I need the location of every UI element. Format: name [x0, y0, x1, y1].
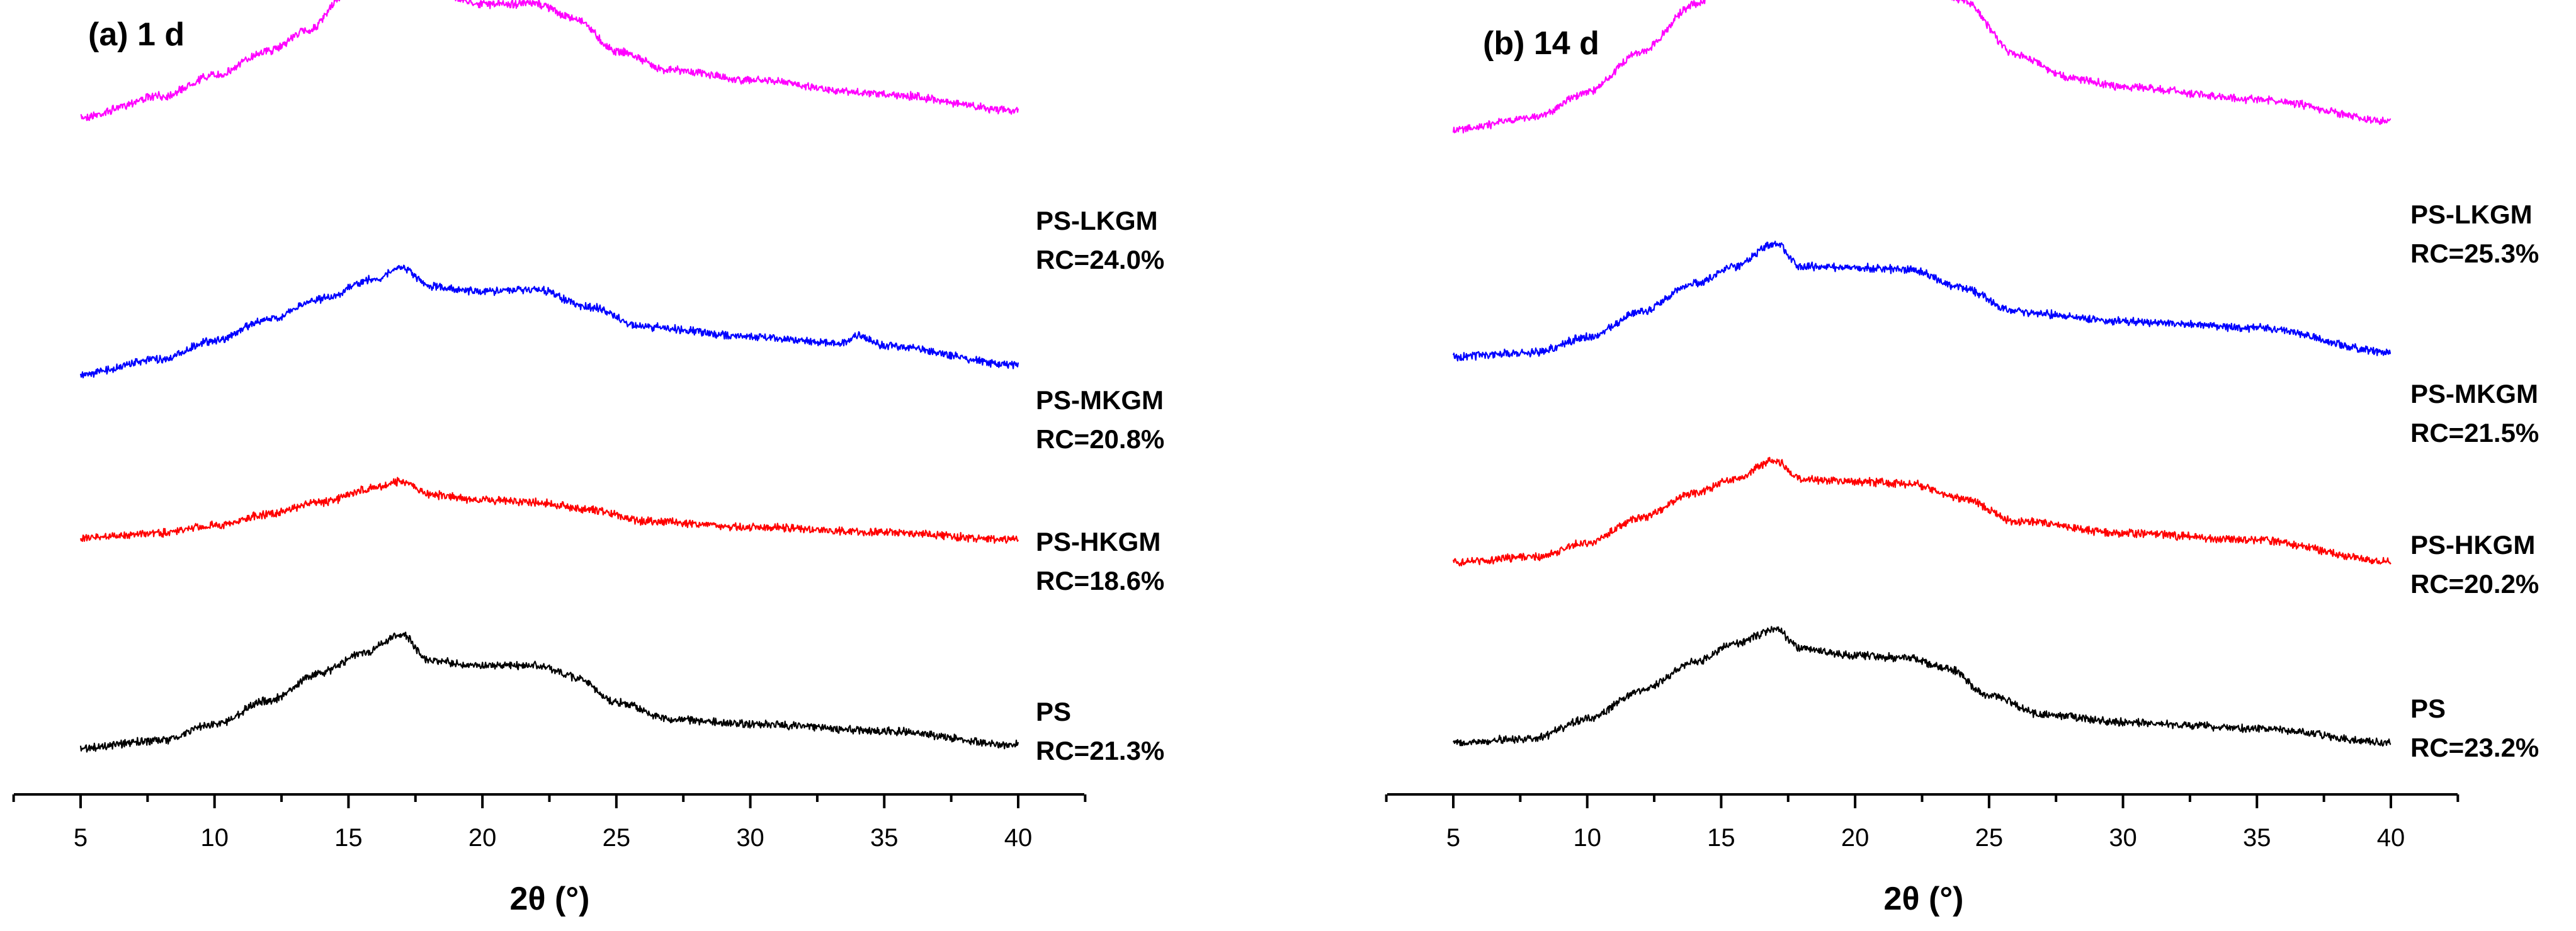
panel-a: (a) 1 d 5 10 15 20 25 30 35 40 PS-LKGMRC=24.0%P… — [12, 0, 1164, 917]
x-tick-label: 15 — [1707, 824, 1735, 852]
panel-a-ticks: 5 10 15 20 25 30 35 40 — [12, 794, 1087, 852]
panel-b-series-labels: PS-LKGM RC=25.3% PS-MKGM RC=21.5% PS-HKGM RC=… — [2410, 200, 2539, 762]
series-name-label: PS-HKGM — [2410, 530, 2535, 560]
series-curve-ps — [1453, 626, 2392, 747]
series-curve-ps-hkgm — [1452, 456, 2392, 567]
panel-b-title: (b) 14 d — [1483, 25, 1599, 62]
x-tick-label: 40 — [2377, 824, 2405, 852]
panel-a-series-labels: PS-LKGM RC=24.0% PS-MKGM RC=20.8% PS-HKGM RC=… — [1036, 206, 1164, 765]
x-tick-label: 25 — [603, 824, 631, 852]
series-rc-label: RC=24.0% — [1036, 245, 1164, 274]
x-tick-label: 10 — [200, 824, 229, 852]
series-name-label: PS-MKGM — [2410, 379, 2538, 409]
x-tick-label: 20 — [1841, 824, 1870, 852]
x-tick-label: 5 — [74, 824, 88, 852]
series-name-label: PS — [1036, 697, 1071, 726]
series-curve-ps-lkgm — [80, 0, 1019, 121]
x-tick-label: 10 — [1573, 824, 1601, 852]
panel-b: (b) 14 d 5 10 15 20 25 30 35 40 PS-LKGM RC=25.3%… — [1385, 0, 2539, 917]
series-name-label: PS-MKGM — [1036, 385, 1164, 415]
series-curve-ps-lkgm — [1452, 0, 2392, 134]
x-tick-label: 5 — [1446, 824, 1460, 852]
panel-b-x-axis-title: 2θ (°) — [1884, 881, 1964, 917]
x-tick-label: 25 — [1975, 824, 2004, 852]
panel-a-curves — [79, 0, 1019, 753]
x-tick-label: 40 — [1004, 824, 1033, 852]
panel-a-x-axis-title: 2θ (°) — [510, 881, 590, 917]
series-rc-label: RC=20.8% — [1036, 424, 1164, 454]
series-rc-label: RC=18.6% — [1036, 566, 1164, 595]
x-tick-label: 15 — [334, 824, 363, 852]
x-tick-label: 35 — [2243, 824, 2271, 852]
series-curve-ps — [79, 631, 1019, 753]
series-curve-ps-hkgm — [79, 477, 1019, 544]
series-curve-ps-mkgm — [1452, 240, 2392, 362]
series-rc-label: RC=23.2% — [2410, 733, 2539, 762]
panel-a-title: (a) 1 d — [88, 16, 184, 53]
series-rc-label: RC=25.3% — [2410, 239, 2539, 268]
series-name-label: PS-LKGM — [1036, 206, 1158, 235]
panel-b-ticks: 5 10 15 20 25 30 35 40 — [1385, 794, 2460, 852]
series-name-label: PS-HKGM — [1036, 527, 1160, 556]
series-rc-label: RC=21.3% — [1036, 736, 1164, 765]
series-rc-label: RC=21.5% — [2410, 418, 2539, 448]
series-rc-label: RC=20.2% — [2410, 569, 2539, 599]
series-name-label: PS-LKGM — [2410, 200, 2533, 229]
x-tick-label: 35 — [870, 824, 899, 852]
x-tick-label: 30 — [2109, 824, 2137, 852]
series-curve-ps-mkgm — [79, 264, 1019, 379]
series-name-label: PS — [2410, 694, 2446, 723]
x-tick-label: 30 — [736, 824, 764, 852]
panel-b-curves — [1452, 0, 2392, 747]
x-tick-label: 20 — [468, 824, 497, 852]
